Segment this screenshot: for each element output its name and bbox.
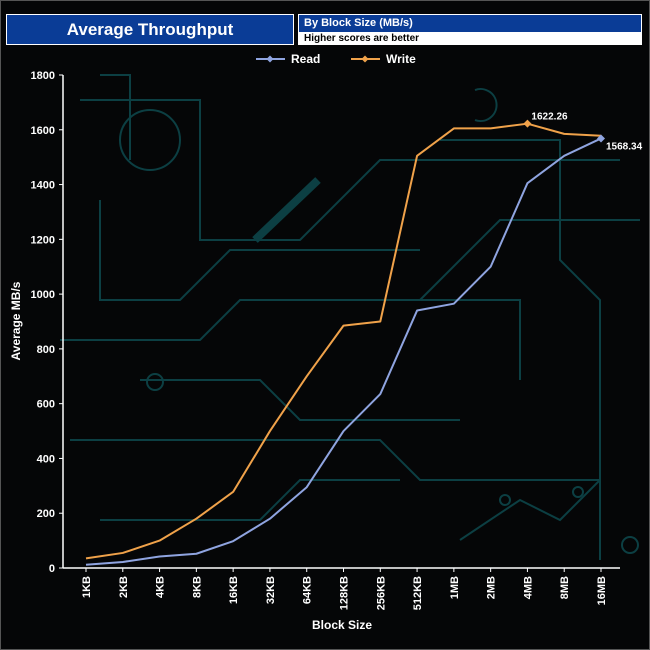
x-tick-label: 4KB xyxy=(155,576,167,598)
data-point-marker xyxy=(597,134,605,143)
axes: 0 200 400 600 800 1000 1200 1400 1600 1800 1KB 2KB 4… xyxy=(31,70,620,610)
y-tick-label: 1000 xyxy=(31,289,55,301)
subtitle-box: By Block Size (MB/s) Higher scores are b… xyxy=(298,14,642,45)
chart-subtitle: By Block Size (MB/s) xyxy=(299,15,641,32)
legend-label-read: Read xyxy=(291,52,320,66)
y-tick-label: 1200 xyxy=(31,234,55,246)
x-tick-label: 32KB xyxy=(265,576,277,604)
x-tick-label: 2MB xyxy=(486,576,498,599)
x-tick-label: 16MB xyxy=(596,576,608,605)
y-tick-label: 600 xyxy=(37,399,55,411)
x-tick-label: 2KB xyxy=(118,576,130,598)
circuit-background xyxy=(60,74,640,560)
x-tick-label: 64KB xyxy=(302,576,314,604)
legend-label-write: Write xyxy=(386,52,416,66)
x-tick-label: 4MB xyxy=(522,576,534,599)
y-tick-label: 1400 xyxy=(31,180,55,192)
x-axis-title: Block Size xyxy=(312,618,372,632)
x-tick-label: 512KB xyxy=(412,576,424,610)
data-point-marker xyxy=(523,119,532,128)
y-tick-label: 800 xyxy=(37,344,55,356)
y-tick-label: 1800 xyxy=(31,70,55,82)
x-tick-label: 1KB xyxy=(81,576,93,598)
chart-note: Higher scores are better xyxy=(304,33,420,44)
legend: Read Write xyxy=(256,52,416,66)
legend-marker-read xyxy=(266,55,274,63)
data-label: 1568.34 xyxy=(606,141,643,152)
y-axis-title: Average MB/s xyxy=(9,281,23,360)
x-tick-label: 1MB xyxy=(449,576,461,599)
x-tick-label: 256KB xyxy=(375,576,387,610)
x-tick-label: 8MB xyxy=(559,576,571,599)
legend-marker-write xyxy=(361,55,369,63)
series-line-read xyxy=(85,137,602,566)
x-tick-label: 128KB xyxy=(339,576,351,610)
y-tick-label: 1600 xyxy=(31,125,55,137)
y-tick-label: 200 xyxy=(37,508,55,520)
y-tick-label: 0 xyxy=(49,563,55,575)
x-tick-label: 8KB xyxy=(191,576,203,598)
chart-title: Average Throughput xyxy=(6,14,294,45)
y-tick-label: 400 xyxy=(37,453,55,465)
x-tick-label: 16KB xyxy=(228,576,240,604)
series-line-write xyxy=(85,122,602,560)
series-lines: 1622.26 1568.34 xyxy=(85,112,643,566)
data-label: 1622.26 xyxy=(531,112,568,123)
